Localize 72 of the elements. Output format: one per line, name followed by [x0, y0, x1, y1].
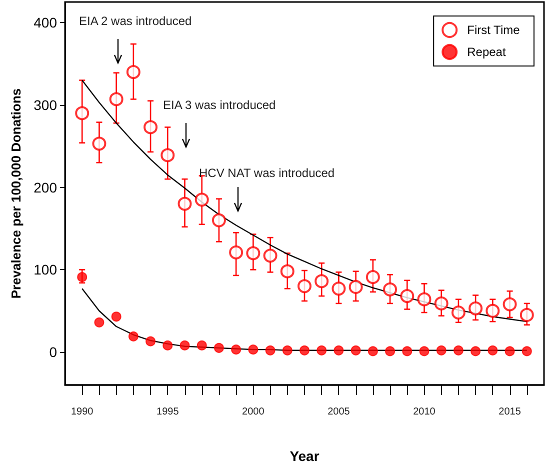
point	[453, 345, 464, 356]
point	[368, 346, 378, 356]
point	[146, 336, 156, 346]
point	[486, 304, 500, 318]
point	[298, 279, 312, 294]
point	[144, 120, 158, 134]
y-tick-label: 100	[34, 262, 58, 278]
point	[436, 345, 446, 356]
point	[366, 270, 380, 284]
annotation: HCV NAT was introduced	[199, 166, 335, 180]
point	[246, 246, 260, 260]
point	[417, 292, 432, 306]
x-tick-label: 2005	[328, 406, 350, 418]
point	[109, 92, 124, 106]
point	[468, 301, 483, 316]
legend-label: First Time	[467, 23, 520, 37]
point	[400, 289, 414, 304]
point	[316, 345, 327, 356]
point	[434, 296, 448, 310]
x-tick-label: 1995	[156, 406, 180, 418]
point	[111, 312, 122, 322]
point	[385, 346, 396, 356]
point	[194, 192, 209, 207]
point	[419, 346, 430, 356]
point	[280, 264, 294, 278]
point	[488, 345, 498, 356]
point	[502, 297, 517, 312]
point	[383, 282, 398, 296]
x-tick-label: 2015	[498, 406, 522, 418]
y-tick-label: 0	[49, 344, 58, 360]
x-axis-title: Year	[290, 448, 320, 464]
y-tick-label: 400	[34, 14, 58, 31]
point	[196, 340, 207, 350]
point	[94, 317, 104, 328]
point	[77, 272, 88, 282]
point	[520, 308, 534, 322]
point	[248, 344, 258, 355]
point	[126, 65, 140, 80]
point	[522, 346, 532, 356]
point	[214, 342, 224, 353]
point	[334, 345, 344, 356]
point	[180, 340, 190, 350]
point	[75, 106, 90, 120]
point	[178, 196, 192, 211]
x-tick-label: 2000	[242, 406, 265, 418]
point	[160, 148, 175, 162]
point	[231, 344, 242, 355]
annotation: EIA 2 was introduced	[79, 14, 192, 28]
point	[229, 245, 244, 260]
x-tick-label: 2010	[413, 406, 436, 418]
point	[300, 345, 310, 356]
point	[128, 331, 138, 342]
point	[402, 346, 412, 356]
point	[470, 346, 481, 356]
point	[332, 282, 346, 296]
y-tick-label: 300	[34, 96, 58, 113]
x-tick-label: 1990	[70, 406, 94, 418]
point	[504, 346, 515, 356]
point	[162, 340, 173, 350]
point	[92, 136, 106, 151]
point	[263, 248, 278, 263]
point	[350, 345, 361, 356]
y-tick-label: 200	[34, 179, 58, 196]
point	[212, 213, 226, 228]
annotation: EIA 3 was introduced	[163, 98, 276, 112]
point	[348, 280, 363, 294]
point	[282, 345, 292, 356]
point	[451, 306, 466, 320]
y-axis-title: Prevalence per 100,000 Donations	[8, 88, 24, 299]
legend-label: Repeat	[467, 45, 506, 59]
point	[265, 345, 276, 356]
point	[314, 274, 329, 288]
